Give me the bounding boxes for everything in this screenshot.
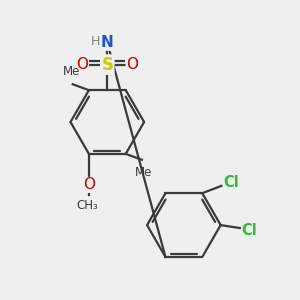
Text: H: H (91, 34, 100, 48)
Text: O: O (76, 57, 88, 72)
Text: O: O (83, 178, 95, 193)
Text: Me: Me (62, 65, 80, 78)
Text: S: S (101, 56, 113, 74)
Text: Cl: Cl (241, 224, 257, 238)
Text: O: O (126, 57, 138, 72)
Text: CH₃: CH₃ (76, 199, 98, 212)
Text: N: N (101, 35, 114, 50)
Text: Cl: Cl (223, 176, 239, 190)
Text: Me: Me (135, 166, 152, 179)
